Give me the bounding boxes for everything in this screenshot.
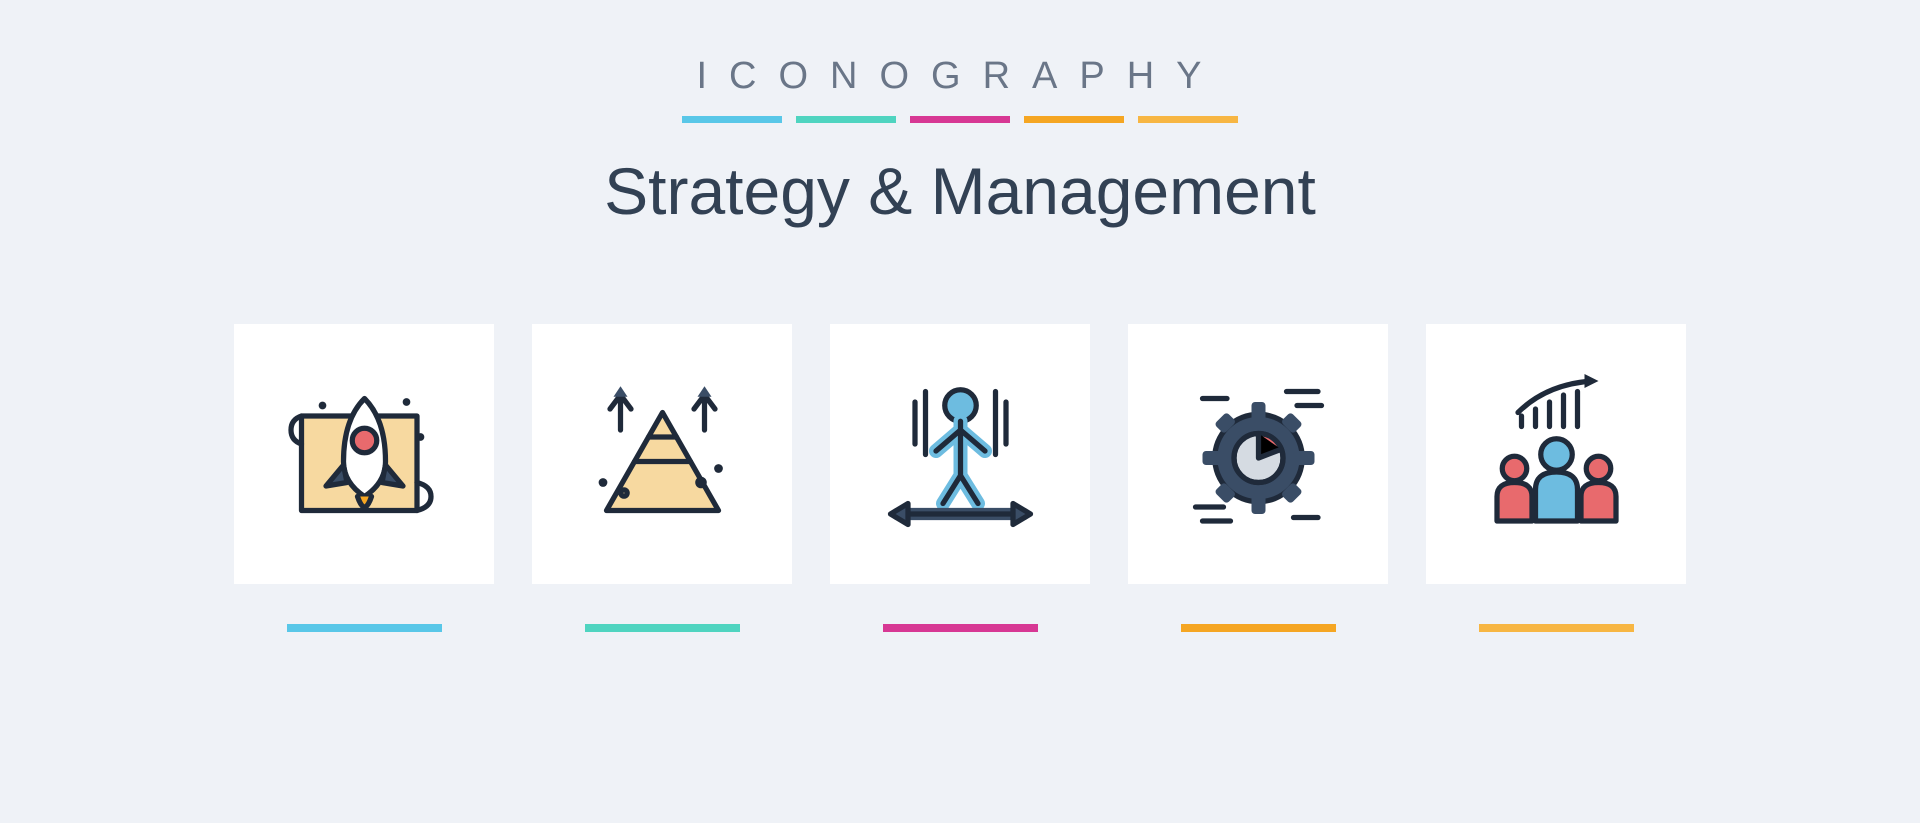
icon-card-3 [830, 324, 1090, 632]
icon-card-1 [234, 324, 494, 632]
card-bar-1 [287, 624, 442, 632]
underline-4 [1024, 116, 1124, 123]
card-bar-2 [585, 624, 740, 632]
person-direction-icon [830, 324, 1090, 584]
card-bar-4 [1181, 624, 1336, 632]
underline-3 [910, 116, 1010, 123]
underline-2 [796, 116, 896, 123]
pyramid-growth-icon [532, 324, 792, 584]
underline-1 [682, 116, 782, 123]
icon-card-2 [532, 324, 792, 632]
underline-5 [1138, 116, 1238, 123]
palette-underlines [682, 116, 1238, 123]
icon-card-5 [1426, 324, 1686, 632]
card-bar-5 [1479, 624, 1634, 632]
gear-chart-icon [1128, 324, 1388, 584]
icon-card-4 [1128, 324, 1388, 632]
card-bar-3 [883, 624, 1038, 632]
team-growth-icon [1426, 324, 1686, 584]
rocket-launch-icon [234, 324, 494, 584]
brand-label: ICONOGRAPHY [696, 55, 1223, 98]
page-title: Strategy & Management [604, 153, 1316, 229]
icon-pack-row [234, 324, 1686, 632]
